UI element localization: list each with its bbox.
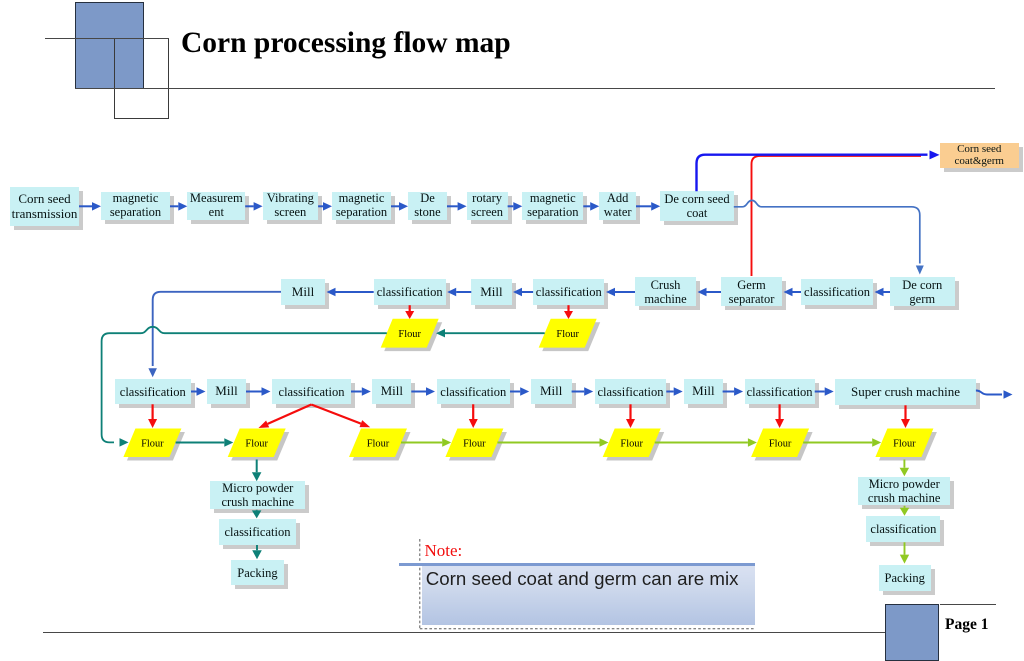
svg-text:Flour: Flour bbox=[893, 438, 916, 449]
svg-text:Flour: Flour bbox=[367, 438, 390, 449]
svg-text:Flour: Flour bbox=[245, 438, 268, 449]
svg-text:Flour: Flour bbox=[463, 438, 486, 449]
svg-text:Flour: Flour bbox=[398, 329, 421, 340]
svg-text:Flour: Flour bbox=[620, 438, 643, 449]
svg-text:Flour: Flour bbox=[141, 438, 164, 449]
svg-text:Flour: Flour bbox=[556, 329, 579, 340]
svg-text:Flour: Flour bbox=[769, 438, 792, 449]
